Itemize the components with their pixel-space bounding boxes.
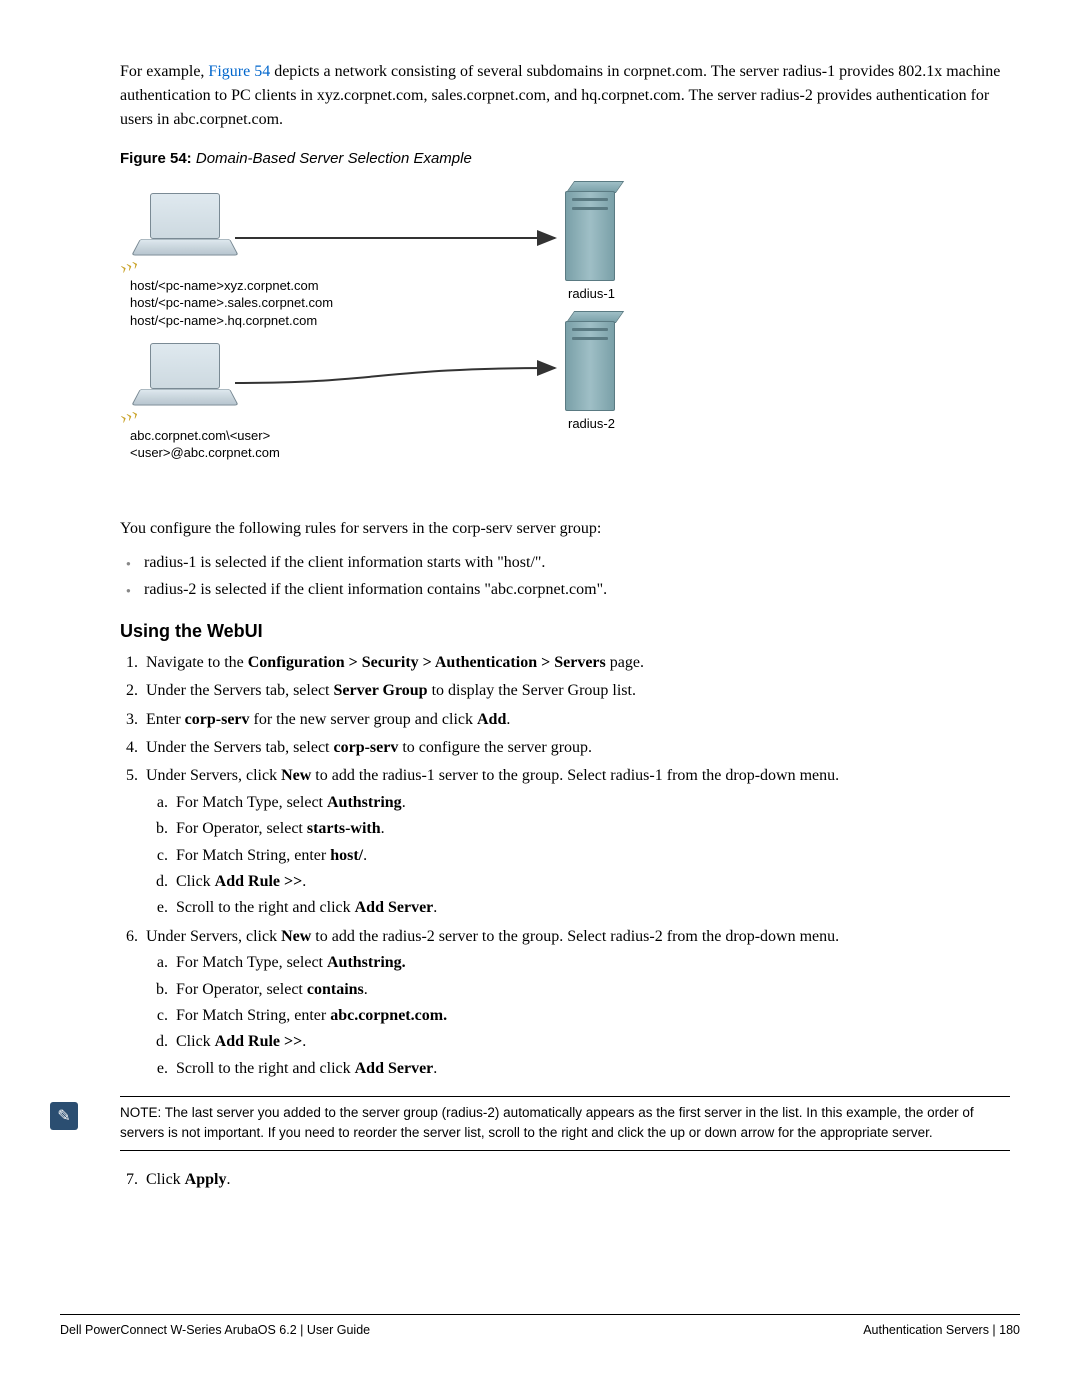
step-item: Navigate to the Configuration > Security… [142,650,1010,676]
rule-item: radius-1 is selected if the client infor… [120,549,1010,576]
step-item: Under Servers, click New to add the radi… [142,924,1010,1082]
step-item: Click Apply. [142,1167,1010,1193]
config-intro: You configure the following rules for se… [120,517,1010,541]
substep-item: For Match Type, select Authstring. [172,950,1010,976]
page-content: For example, Figure 54 depicts a network… [120,60,1010,1193]
substep-item: Scroll to the right and click Add Server… [172,1056,1010,1082]
step-item: Enter corp-serv for the new server group… [142,707,1010,733]
step-item: Under Servers, click New to add the radi… [142,763,1010,921]
substep-item: For Operator, select contains. [172,977,1010,1003]
substep-item: For Operator, select starts-with. [172,816,1010,842]
substep-item: Click Add Rule >>. [172,869,1010,895]
substep-item: For Match String, enter abc.corpnet.com. [172,1003,1010,1029]
figure-title: Domain-Based Server Selection Example [196,150,472,167]
steps-list-cont: Click Apply. [142,1167,1010,1193]
network-diagram: ››› host/<pc-name>xyz.corpnet.com host/<… [120,183,660,493]
pencil-icon: ✎ [50,1102,78,1130]
page-footer: Dell PowerConnect W-Series ArubaOS 6.2 |… [60,1314,1020,1337]
intro-paragraph: For example, Figure 54 depicts a network… [120,60,1010,132]
webui-heading: Using the WebUI [120,621,1010,642]
steps-list: Navigate to the Configuration > Security… [142,650,1010,1082]
figure-ref-link[interactable]: Figure 54 [208,63,270,80]
note-block: ✎ NOTE: The last server you added to the… [50,1096,1010,1151]
footer-right: Authentication Servers | 180 [863,1323,1020,1337]
note-text: NOTE: The last server you added to the s… [120,1096,1010,1151]
step-item: Under the Servers tab, select Server Gro… [142,678,1010,704]
rules-list: radius-1 is selected if the client infor… [120,549,1010,603]
step-item: Under the Servers tab, select corp-serv … [142,735,1010,761]
diagram-arrows [120,183,660,493]
figure-caption: Figure 54: Domain-Based Server Selection… [120,148,1010,171]
intro-pre: For example, [120,63,208,80]
rule-item: radius-2 is selected if the client infor… [120,576,1010,603]
substep-item: For Match Type, select Authstring. [172,790,1010,816]
substeps-list: For Match Type, select Authstring. For O… [172,790,1010,922]
substep-item: Scroll to the right and click Add Server… [172,895,1010,921]
substep-item: Click Add Rule >>. [172,1029,1010,1055]
footer-left: Dell PowerConnect W-Series ArubaOS 6.2 |… [60,1323,370,1337]
figure-label: Figure 54: [120,150,192,167]
substep-item: For Match String, enter host/. [172,843,1010,869]
substeps-list: For Match Type, select Authstring. For O… [172,950,1010,1082]
